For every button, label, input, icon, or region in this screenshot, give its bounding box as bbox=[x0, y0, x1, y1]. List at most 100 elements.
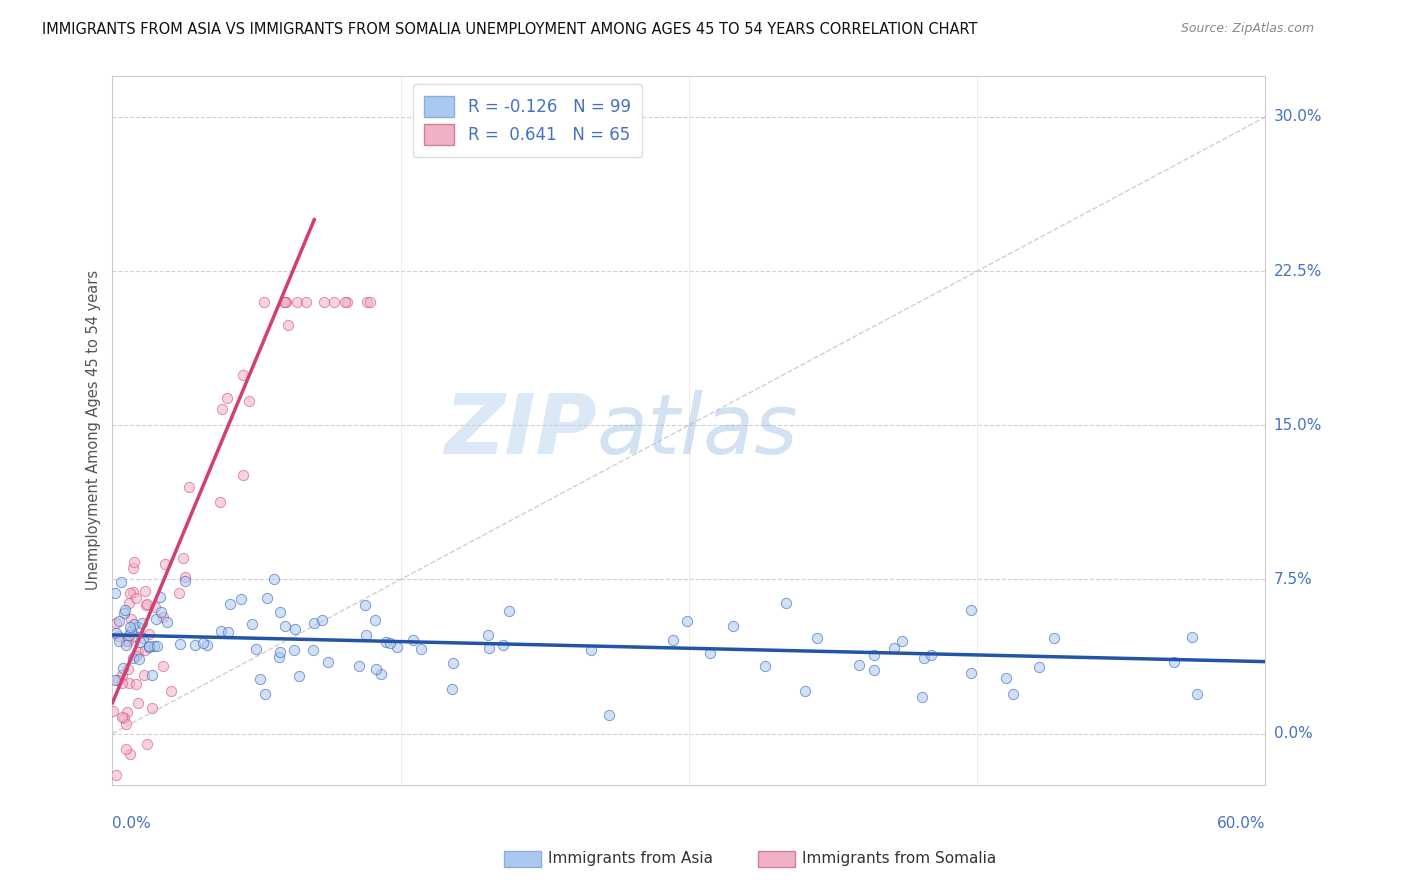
Point bbox=[128, 652, 150, 666]
Point bbox=[498, 604, 520, 618]
Point bbox=[354, 599, 377, 613]
Point bbox=[141, 700, 163, 714]
Point bbox=[249, 672, 271, 686]
FancyBboxPatch shape bbox=[758, 851, 794, 866]
Point bbox=[754, 658, 776, 673]
Point bbox=[232, 468, 254, 483]
Point bbox=[356, 294, 378, 309]
Point bbox=[104, 625, 127, 640]
Point bbox=[172, 551, 194, 566]
Point bbox=[273, 294, 295, 309]
Point bbox=[364, 613, 387, 627]
Point bbox=[107, 629, 129, 643]
Point bbox=[274, 619, 297, 633]
Point bbox=[883, 640, 905, 655]
Point bbox=[138, 626, 160, 640]
Text: 22.5%: 22.5% bbox=[1274, 264, 1322, 278]
Point bbox=[108, 634, 131, 648]
Point bbox=[209, 624, 232, 639]
Point bbox=[283, 643, 305, 657]
Point bbox=[174, 570, 197, 584]
Point bbox=[302, 615, 325, 630]
Point bbox=[256, 591, 278, 606]
Point bbox=[136, 738, 159, 752]
Point bbox=[112, 606, 135, 620]
Point bbox=[125, 648, 148, 663]
Point bbox=[209, 495, 232, 509]
Text: ZIP: ZIP bbox=[444, 390, 596, 471]
Point bbox=[295, 294, 318, 309]
Point bbox=[217, 624, 239, 639]
Point bbox=[269, 645, 291, 659]
Point bbox=[115, 717, 138, 731]
Point bbox=[478, 640, 501, 655]
Point bbox=[269, 605, 291, 619]
Point bbox=[191, 636, 214, 650]
Text: 7.5%: 7.5% bbox=[1274, 572, 1312, 587]
Point bbox=[134, 643, 156, 657]
Point bbox=[267, 650, 290, 665]
Point bbox=[167, 586, 190, 600]
Point bbox=[103, 704, 125, 718]
Point bbox=[195, 638, 218, 652]
Point bbox=[277, 318, 299, 333]
Point bbox=[492, 638, 515, 652]
Point bbox=[579, 643, 602, 657]
Point bbox=[863, 648, 886, 663]
Point bbox=[862, 663, 884, 677]
Point bbox=[118, 747, 141, 762]
Point bbox=[374, 635, 396, 649]
Point bbox=[134, 667, 156, 681]
Point bbox=[152, 609, 174, 624]
Point bbox=[356, 628, 378, 642]
Point bbox=[111, 667, 134, 681]
Point bbox=[402, 633, 425, 648]
Point bbox=[806, 632, 828, 646]
Legend: R = -0.126   N = 99, R =  0.641   N = 65: R = -0.126 N = 99, R = 0.641 N = 65 bbox=[413, 84, 643, 157]
Point bbox=[994, 671, 1017, 685]
Point bbox=[245, 642, 267, 657]
Point bbox=[125, 591, 148, 606]
Point bbox=[177, 480, 200, 494]
Text: Source: ZipAtlas.com: Source: ZipAtlas.com bbox=[1181, 22, 1315, 36]
Point bbox=[112, 661, 135, 675]
Point bbox=[314, 294, 336, 309]
Point bbox=[145, 611, 167, 625]
Point bbox=[104, 586, 127, 600]
Point bbox=[316, 655, 339, 669]
Point bbox=[775, 596, 797, 610]
Point bbox=[287, 294, 309, 309]
Point bbox=[117, 705, 139, 719]
Point bbox=[138, 640, 160, 654]
Point bbox=[218, 598, 240, 612]
Point bbox=[110, 575, 132, 590]
Text: 60.0%: 60.0% bbox=[1218, 815, 1265, 830]
Point bbox=[370, 667, 392, 681]
Point bbox=[117, 662, 139, 676]
Point bbox=[149, 590, 172, 604]
Point bbox=[118, 597, 141, 611]
Text: 0.0%: 0.0% bbox=[1274, 726, 1312, 741]
Point bbox=[676, 614, 699, 628]
Point bbox=[263, 572, 285, 586]
FancyBboxPatch shape bbox=[505, 851, 541, 866]
Point bbox=[125, 677, 148, 691]
Point bbox=[143, 599, 166, 614]
Point bbox=[112, 711, 135, 725]
Point bbox=[1163, 655, 1185, 669]
Point bbox=[253, 687, 276, 701]
Point bbox=[387, 640, 409, 655]
Point bbox=[441, 681, 464, 696]
Text: Immigrants from Asia: Immigrants from Asia bbox=[548, 851, 713, 866]
Point bbox=[122, 584, 145, 599]
Point bbox=[311, 613, 333, 627]
Point bbox=[107, 673, 129, 687]
Point bbox=[1180, 630, 1202, 644]
Text: 30.0%: 30.0% bbox=[1274, 110, 1322, 124]
Point bbox=[323, 294, 346, 309]
Point bbox=[118, 676, 141, 690]
Point bbox=[120, 624, 142, 639]
Text: atlas: atlas bbox=[596, 390, 799, 471]
Point bbox=[232, 368, 254, 382]
Point bbox=[793, 683, 815, 698]
